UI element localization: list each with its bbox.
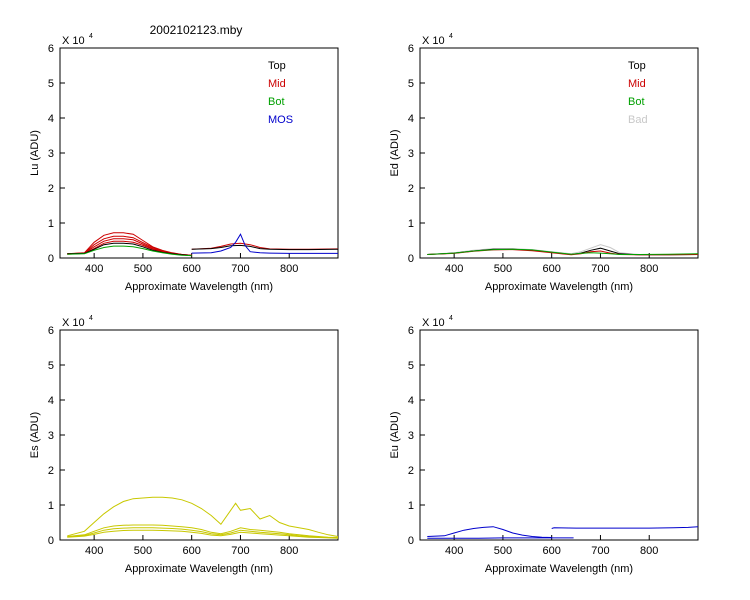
series-line-bot-7 xyxy=(67,245,192,257)
series-line-1 xyxy=(67,524,338,538)
y-exponent: 4 xyxy=(449,315,453,322)
legend-mid: Mid xyxy=(268,78,286,90)
series-line-0 xyxy=(67,496,338,537)
x-axis-label: Approximate Wavelength (nm) xyxy=(485,281,633,293)
y-tick-label: 5 xyxy=(48,360,54,372)
y-multiplier: X 10 xyxy=(422,317,445,329)
legend-bad: Bad xyxy=(628,114,648,126)
y-tick-label: 5 xyxy=(48,78,54,90)
y-axis-label: Eu (ADU) xyxy=(389,411,401,458)
legend-bot: Bot xyxy=(268,96,285,108)
series-line-bot-3 xyxy=(427,248,698,255)
x-axis-label: Approximate Wavelength (nm) xyxy=(485,563,633,575)
y-tick-label: 0 xyxy=(48,253,54,265)
y-tick-label: 3 xyxy=(48,430,54,442)
series-group xyxy=(67,496,338,539)
series-line-bad-0 xyxy=(427,244,698,255)
y-axis-label: Ed (ADU) xyxy=(389,129,401,176)
y-tick-label: 2 xyxy=(408,465,414,477)
y-exponent: 4 xyxy=(89,33,93,40)
y-tick-label: 5 xyxy=(408,78,414,90)
y-exponent: 4 xyxy=(449,33,453,40)
x-tick-label: 600 xyxy=(183,545,201,557)
y-tick-label: 2 xyxy=(408,183,414,195)
y-axis-label: Lu (ADU) xyxy=(29,130,41,176)
y-tick-label: 3 xyxy=(408,430,414,442)
series-line-0 xyxy=(427,526,552,538)
plot-area xyxy=(419,47,699,259)
chart-eu: 0 1 2 3 4 5 6 400 500 600 700 800 X 10 4 Approximate W… xyxy=(389,315,699,575)
x-axis-label: Approximate Wavelength (nm) xyxy=(125,563,273,575)
y-tick-label: 2 xyxy=(48,183,54,195)
x-tick-label: 400 xyxy=(445,263,463,275)
y-tick-label: 0 xyxy=(408,253,414,265)
x-tick-label: 800 xyxy=(280,545,298,557)
plot-area xyxy=(59,329,339,541)
x-tick-label: 600 xyxy=(543,263,561,275)
plot-area xyxy=(59,47,339,259)
x-tick-label: 600 xyxy=(543,545,561,557)
x-tick-label: 500 xyxy=(494,545,512,557)
y-tick-label: 6 xyxy=(408,325,414,337)
y-tick-label: 0 xyxy=(48,535,54,547)
legend-bot: Bot xyxy=(628,96,645,108)
legend-top: Top xyxy=(628,60,646,72)
y-tick-label: 1 xyxy=(48,500,54,512)
series-line-2 xyxy=(551,526,698,529)
x-tick-label: 700 xyxy=(231,263,249,275)
x-tick-label: 700 xyxy=(591,545,609,557)
x-tick-label: 400 xyxy=(85,263,103,275)
series-line-2 xyxy=(67,527,338,539)
plot-area xyxy=(419,329,699,541)
x-tick-label: 600 xyxy=(183,263,201,275)
y-multiplier: X 10 xyxy=(62,317,85,329)
y-tick-label: 1 xyxy=(408,218,414,230)
x-tick-label: 400 xyxy=(85,545,103,557)
series-group xyxy=(67,232,338,257)
legend-mid: Mid xyxy=(628,78,646,90)
y-tick-label: 3 xyxy=(408,148,414,160)
y-tick-label: 1 xyxy=(408,500,414,512)
y-exponent: 4 xyxy=(89,315,93,322)
x-axis-label: Approximate Wavelength (nm) xyxy=(125,281,273,293)
series-line-3 xyxy=(67,529,338,539)
series-group xyxy=(427,526,698,539)
chart-lu: 0 1 2 3 4 5 6 400 500 600 700 800 X 10 4 Approximate W… xyxy=(29,33,339,293)
y-tick-label: 4 xyxy=(48,113,54,125)
y-tick-label: 3 xyxy=(48,148,54,160)
y-tick-label: 6 xyxy=(408,43,414,55)
y-tick-label: 2 xyxy=(48,465,54,477)
legend-mos: MOS xyxy=(268,114,293,126)
series-line-top-6 xyxy=(191,244,338,251)
y-tick-label: 0 xyxy=(408,535,414,547)
x-tick-label: 800 xyxy=(640,263,658,275)
y-axis-label: Es (ADU) xyxy=(29,412,41,458)
y-tick-label: 6 xyxy=(48,325,54,337)
x-tick-label: 400 xyxy=(445,545,463,557)
y-multiplier: X 10 xyxy=(62,35,85,47)
x-tick-label: 800 xyxy=(640,545,658,557)
chart-es: 0 1 2 3 4 5 6 400 500 600 700 800 X 10 4 Approximate W… xyxy=(29,315,339,575)
legend-top: Top xyxy=(268,60,286,72)
y-tick-label: 6 xyxy=(48,43,54,55)
x-tick-label: 500 xyxy=(494,263,512,275)
x-tick-label: 500 xyxy=(134,545,152,557)
figure-title: 2002102123.mby xyxy=(150,23,243,37)
series-line-mos-8 xyxy=(191,233,338,254)
y-tick-label: 1 xyxy=(48,218,54,230)
chart-ed: 0 1 2 3 4 5 6 400 500 600 700 800 X 10 4 Approximate W… xyxy=(389,33,699,293)
y-tick-label: 4 xyxy=(48,395,54,407)
y-tick-label: 4 xyxy=(408,113,414,125)
x-tick-label: 700 xyxy=(231,545,249,557)
y-tick-label: 4 xyxy=(408,395,414,407)
x-tick-label: 800 xyxy=(280,263,298,275)
x-tick-label: 500 xyxy=(134,263,152,275)
series-group xyxy=(427,244,698,256)
y-tick-label: 5 xyxy=(408,360,414,372)
y-multiplier: X 10 xyxy=(422,35,445,47)
x-tick-label: 700 xyxy=(591,263,609,275)
